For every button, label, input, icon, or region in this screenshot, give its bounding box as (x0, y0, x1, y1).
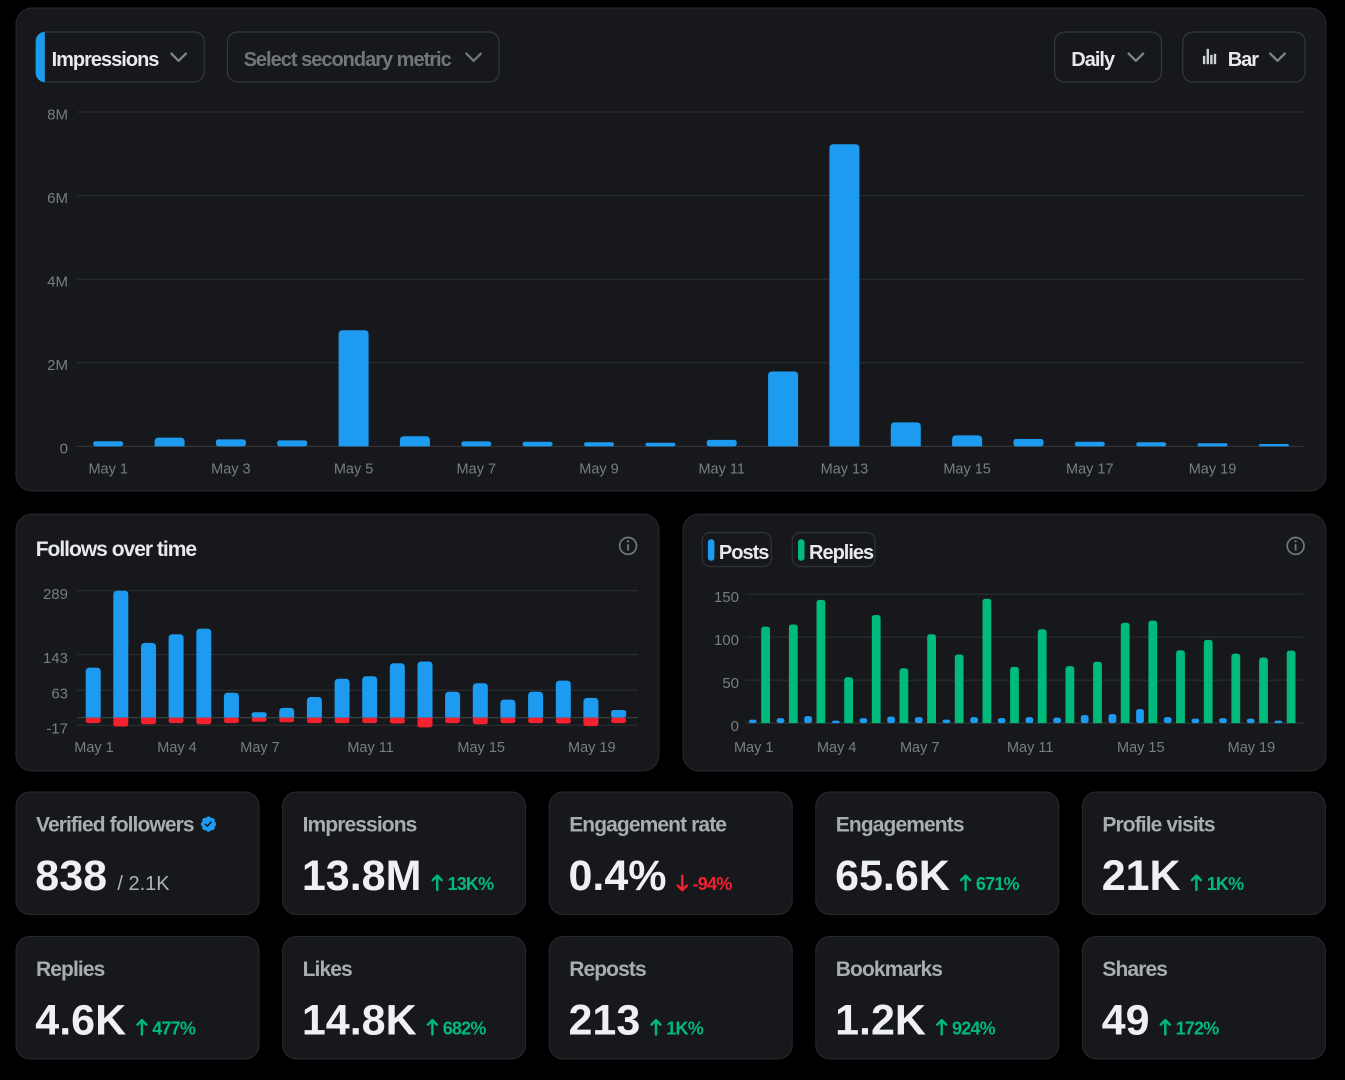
svg-text:May 1: May 1 (88, 462, 128, 478)
svg-text:13K%: 13K% (448, 874, 495, 894)
svg-text:4M: 4M (47, 274, 68, 291)
svg-text:0.4%: 0.4% (569, 852, 667, 900)
svg-text:Daily: Daily (1071, 49, 1116, 71)
svg-text:8M: 8M (47, 106, 68, 123)
svg-text:50: 50 (722, 675, 739, 692)
svg-text:63: 63 (51, 685, 68, 702)
svg-text:671%: 671% (976, 874, 1020, 894)
svg-text:682%: 682% (443, 1019, 487, 1039)
svg-text:May 11: May 11 (1007, 740, 1053, 756)
svg-text:Profile visits: Profile visits (1102, 813, 1215, 836)
svg-text:May 13: May 13 (821, 462, 869, 478)
svg-text:/ 2.1K: / 2.1K (117, 873, 170, 895)
svg-text:924%: 924% (952, 1019, 996, 1039)
svg-text:May 5: May 5 (334, 462, 374, 478)
svg-text:May 19: May 19 (568, 740, 616, 756)
svg-text:1.2K: 1.2K (835, 997, 926, 1045)
svg-text:100: 100 (714, 632, 739, 649)
svg-text:150: 150 (714, 589, 739, 606)
svg-text:1K%: 1K% (1207, 874, 1244, 894)
svg-text:6M: 6M (47, 190, 68, 207)
svg-text:Engagements: Engagements (836, 813, 964, 836)
svg-text:May 4: May 4 (817, 740, 857, 756)
svg-text:65.6K: 65.6K (835, 852, 950, 900)
svg-text:May 9: May 9 (579, 462, 619, 478)
svg-text:May 15: May 15 (1117, 740, 1165, 756)
svg-text:May 7: May 7 (900, 740, 940, 756)
svg-text:Verified followers: Verified followers (36, 813, 194, 836)
svg-text:14.8K: 14.8K (302, 997, 417, 1045)
svg-text:838: 838 (35, 852, 107, 900)
svg-text:4.6K: 4.6K (35, 997, 126, 1045)
svg-text:May 4: May 4 (157, 740, 197, 756)
svg-text:May 19: May 19 (1228, 740, 1276, 756)
svg-text:0: 0 (731, 718, 739, 735)
svg-text:May 1: May 1 (734, 740, 774, 756)
svg-text:1K%: 1K% (666, 1019, 703, 1039)
svg-text:13.8M: 13.8M (302, 852, 422, 900)
svg-text:-94%: -94% (693, 874, 733, 894)
svg-text:Follows over time: Follows over time (36, 538, 197, 561)
svg-text:Engagement rate: Engagement rate (569, 813, 726, 836)
svg-text:May 15: May 15 (943, 462, 991, 478)
svg-text:May 3: May 3 (211, 462, 251, 478)
svg-text:May 15: May 15 (457, 740, 505, 756)
svg-text:213: 213 (569, 997, 641, 1045)
svg-text:May 19: May 19 (1189, 462, 1237, 478)
svg-text:Posts: Posts (719, 542, 769, 564)
svg-text:-17: -17 (46, 720, 68, 737)
svg-text:May 11: May 11 (698, 462, 744, 478)
svg-text:May 1: May 1 (74, 740, 114, 756)
svg-text:477%: 477% (152, 1019, 196, 1039)
svg-text:Replies: Replies (36, 958, 105, 981)
svg-text:Impressions: Impressions (303, 813, 417, 836)
svg-text:172%: 172% (1176, 1019, 1220, 1039)
svg-text:Reposts: Reposts (569, 958, 646, 981)
svg-text:Bar: Bar (1228, 49, 1260, 71)
svg-text:May 11: May 11 (347, 740, 393, 756)
svg-text:2M: 2M (47, 357, 68, 374)
svg-text:0: 0 (60, 441, 68, 458)
svg-text:Bookmarks: Bookmarks (836, 958, 943, 981)
svg-text:Replies: Replies (809, 542, 874, 564)
svg-text:21K: 21K (1102, 852, 1181, 900)
svg-text:Impressions: Impressions (52, 49, 160, 71)
svg-text:May 7: May 7 (240, 740, 280, 756)
svg-text:143: 143 (43, 650, 68, 667)
svg-text:Likes: Likes (303, 958, 352, 981)
svg-text:Shares: Shares (1102, 958, 1167, 981)
svg-text:May 7: May 7 (457, 462, 497, 478)
svg-text:Select secondary metric: Select secondary metric (244, 49, 452, 71)
svg-text:May 17: May 17 (1066, 462, 1114, 478)
svg-text:289: 289 (43, 586, 68, 603)
svg-text:49: 49 (1102, 997, 1150, 1045)
